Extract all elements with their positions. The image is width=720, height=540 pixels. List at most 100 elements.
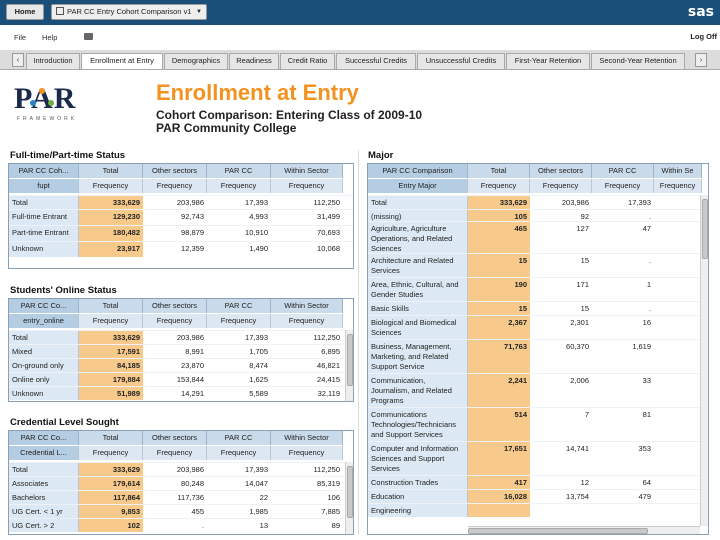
tab-scroll-right-icon[interactable]: › bbox=[695, 53, 707, 67]
table-cell: . bbox=[143, 519, 207, 532]
scrollbar-thumb[interactable] bbox=[468, 528, 648, 534]
table-row[interactable]: Total 333,629 203,986 17,393 112,250 bbox=[9, 330, 353, 344]
table-row[interactable]: Area, Ethnic, Cultural, and Gender Studi… bbox=[368, 277, 708, 301]
table-cell: 22 bbox=[207, 491, 271, 504]
table-cell: 32,119 bbox=[271, 387, 343, 400]
tab-successful-credits[interactable]: Successful Credits bbox=[336, 53, 416, 69]
menu-file[interactable]: File bbox=[14, 33, 27, 42]
home-button[interactable]: Home bbox=[6, 4, 44, 20]
menu-help[interactable]: Help bbox=[42, 33, 58, 42]
table-row[interactable]: Unknown 51,989 14,291 5,589 32,119 bbox=[9, 386, 353, 400]
tab-scroll-left-icon[interactable]: ‹ bbox=[12, 53, 24, 67]
report-selector[interactable]: PAR CC Entry Cohort Comparison v1 ▼ bbox=[51, 4, 207, 20]
column-header-group[interactable]: PAR CC bbox=[207, 431, 271, 445]
table-row[interactable]: Computer and Information Sciences and Su… bbox=[368, 441, 708, 475]
table-row[interactable]: Unknown 23,917 12,359 1,490 10,068 bbox=[9, 241, 353, 257]
logoff-link[interactable]: Log Off bbox=[690, 32, 717, 41]
column-header-group[interactable]: Other sectors bbox=[143, 299, 207, 313]
vertical-scrollbar[interactable] bbox=[345, 462, 353, 534]
column-header-group[interactable]: Within Sector bbox=[271, 299, 343, 313]
table-row[interactable]: Associates 179,614 80,248 14,047 85,319 bbox=[9, 476, 353, 490]
table-cell bbox=[654, 302, 702, 315]
major-title: Major bbox=[368, 150, 394, 161]
folder-icon[interactable] bbox=[84, 33, 93, 40]
table-row[interactable]: Biological and Biomedical Sciences 2,367 2… bbox=[368, 315, 708, 339]
column-header-group[interactable]: PAR CC bbox=[592, 164, 654, 178]
row-dimension-header[interactable]: Credential L... bbox=[9, 446, 79, 460]
column-header-group[interactable]: Total bbox=[468, 164, 530, 178]
ftpt-table[interactable]: PAR CC Coh... Total Other sectors PAR CC Wit… bbox=[8, 163, 354, 269]
table-cell: 17,393 bbox=[592, 196, 654, 209]
table-row[interactable]: On-ground only 84,185 23,870 8,474 46,821 bbox=[9, 358, 353, 372]
table-row[interactable]: UG Cert. > 2 102. 13 89 bbox=[9, 518, 353, 532]
tab-enrollment-at-entry[interactable]: Enrollment at Entry bbox=[81, 53, 163, 69]
table-cell: 17,591 bbox=[79, 345, 143, 358]
column-header-dimension[interactable]: PAR CC Co... bbox=[9, 431, 79, 445]
table-row[interactable]: Communication, Journalism, and Related P… bbox=[368, 373, 708, 407]
table-row[interactable]: Bachelors 117,864 117,736 22 106 bbox=[9, 490, 353, 504]
table-row[interactable]: Part-time Entrant 180,482 98,879 10,910 70,6… bbox=[9, 225, 353, 241]
table-row[interactable]: Online only 179,884 153,844 1,625 24,415 bbox=[9, 372, 353, 386]
column-header-group[interactable]: Total bbox=[79, 431, 143, 445]
tab-second-year-retention[interactable]: Second-Year Retention bbox=[591, 53, 685, 69]
credential-table[interactable]: PAR CC Co... Total Other sectors PAR CC With… bbox=[8, 430, 354, 535]
tab-unsuccessful-credits[interactable]: Unsuccessful Credits bbox=[417, 53, 505, 69]
table-row[interactable]: Communications Technologies/Technicians … bbox=[368, 407, 708, 441]
column-header-group[interactable]: Within Sector bbox=[271, 164, 343, 178]
table-row[interactable]: Total 333,629 203,986 17,393 112,250 bbox=[9, 195, 353, 209]
tab-demographics[interactable]: Demographics bbox=[164, 53, 228, 69]
vertical-scrollbar[interactable] bbox=[345, 330, 353, 401]
column-header-group[interactable]: Other sectors bbox=[143, 164, 207, 178]
horizontal-scrollbar[interactable] bbox=[468, 526, 700, 534]
row-dimension-header[interactable]: Entry Major bbox=[368, 179, 468, 193]
column-header-dimension[interactable]: PAR CC Co... bbox=[9, 299, 79, 313]
table-row[interactable]: Basic Skills 15 15. bbox=[368, 301, 708, 315]
column-header-dimension[interactable]: PAR CC Comparison bbox=[368, 164, 468, 178]
scrollbar-thumb[interactable] bbox=[347, 466, 353, 518]
table-row[interactable]: Full-time Entrant 129,230 92,743 4,993 31,49… bbox=[9, 209, 353, 225]
table-row[interactable]: (missing) 105 92. bbox=[368, 209, 708, 221]
table-row[interactable]: Total 333,629 203,986 17,393 bbox=[368, 195, 708, 209]
measure-header: Frequency bbox=[207, 446, 271, 460]
par-framework-logo: PAR FRAMEWORK bbox=[14, 82, 84, 126]
column-header-group[interactable]: Within Se bbox=[654, 164, 702, 178]
table-cell: 179,884 bbox=[79, 373, 143, 386]
row-dimension-header[interactable]: fupt bbox=[9, 179, 79, 193]
column-header-group[interactable]: Total bbox=[79, 299, 143, 313]
scrollbar-thumb[interactable] bbox=[347, 334, 353, 386]
tab-readiness[interactable]: Readiness bbox=[229, 53, 279, 69]
table-cell bbox=[654, 222, 702, 253]
table-cell: 112,250 bbox=[271, 196, 343, 209]
column-header-dimension[interactable]: PAR CC Coh... bbox=[9, 164, 79, 178]
table-cell: 84,185 bbox=[79, 359, 143, 372]
tab-credit-ratio[interactable]: Credit Ratio bbox=[280, 53, 335, 69]
major-table[interactable]: PAR CC Comparison Total Other sectors PAR C… bbox=[367, 163, 709, 535]
table-row[interactable]: Architecture and Related Services 15 15. bbox=[368, 253, 708, 277]
measure-header: Frequency bbox=[143, 446, 207, 460]
measure-header: Frequency bbox=[79, 179, 143, 193]
row-dimension-header[interactable]: entry_online bbox=[9, 314, 79, 328]
table-cell bbox=[654, 476, 702, 489]
online-table[interactable]: PAR CC Co... Total Other sectors PAR CC With… bbox=[8, 298, 354, 402]
table-row[interactable]: Engineering bbox=[368, 503, 708, 517]
table-cell bbox=[654, 316, 702, 339]
tab-first-year-retention[interactable]: First-Year Retention bbox=[506, 53, 590, 69]
table-cell: 15 bbox=[468, 254, 530, 277]
column-header-group[interactable]: Total bbox=[79, 164, 143, 178]
column-header-group[interactable]: PAR CC bbox=[207, 299, 271, 313]
table-row[interactable]: UG Cert. < 1 yr 9,853 455 1,985 7,885 bbox=[9, 504, 353, 518]
table-row[interactable]: Total 333,629 203,986 17,393 112,250 bbox=[9, 462, 353, 476]
tab-introduction[interactable]: Introduction bbox=[26, 53, 80, 69]
column-header-group[interactable]: PAR CC bbox=[207, 164, 271, 178]
scrollbar-thumb[interactable] bbox=[702, 199, 708, 259]
column-header-group[interactable]: Other sectors bbox=[143, 431, 207, 445]
table-row[interactable]: Construction Trades 417 12 64 bbox=[368, 475, 708, 489]
table-row[interactable]: Business, Management, Marketing, and Rel… bbox=[368, 339, 708, 373]
table-cell: 6,895 bbox=[271, 345, 343, 358]
column-header-group[interactable]: Within Sector bbox=[271, 431, 343, 445]
column-header-group[interactable]: Other sectors bbox=[530, 164, 592, 178]
table-row[interactable]: Agriculture, Agriculture Operations, and… bbox=[368, 221, 708, 253]
vertical-scrollbar[interactable] bbox=[700, 195, 708, 526]
table-row[interactable]: Mixed 17,591 8,991 1,705 6,895 bbox=[9, 344, 353, 358]
table-row[interactable]: Education 16,028 13,754 479 bbox=[368, 489, 708, 503]
